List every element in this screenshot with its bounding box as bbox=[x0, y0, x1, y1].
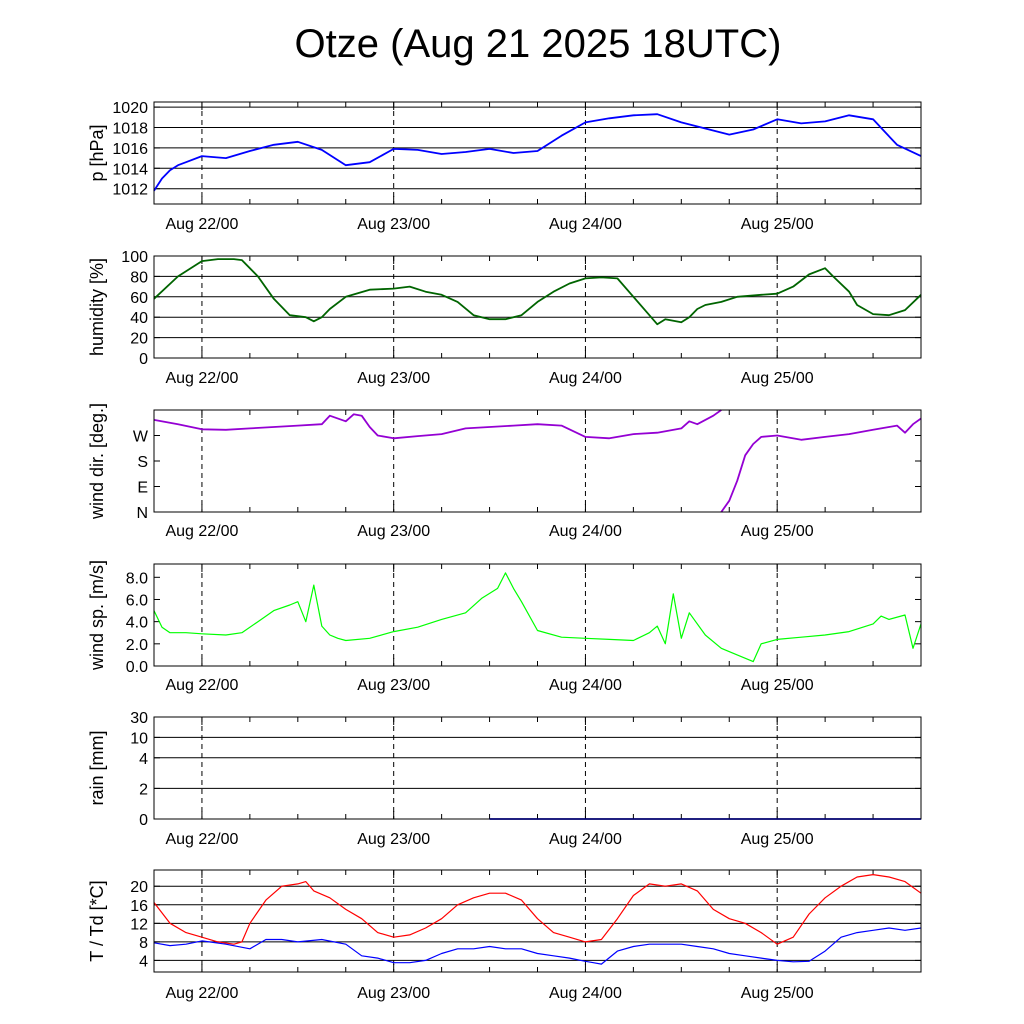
y-tick-label: 40 bbox=[130, 310, 148, 327]
x-tick-label: Aug 23/00 bbox=[357, 985, 430, 1002]
y-tick-label: 100 bbox=[121, 249, 148, 266]
x-tick-label: Aug 24/00 bbox=[549, 523, 622, 540]
y-axis-label: T / Td [*C] bbox=[87, 880, 107, 961]
y-tick-label: 12 bbox=[130, 916, 148, 933]
y-tick-label: 2.0 bbox=[126, 637, 148, 654]
x-tick-label: Aug 25/00 bbox=[741, 831, 814, 848]
panel-wind_speed: 0.0 2.0 4.0 6.0 8.0 wind sp. [m/s] Aug 22/00 Au… bbox=[87, 560, 922, 694]
y-axis-label: p [hPa] bbox=[87, 124, 107, 181]
x-tick-label: Aug 25/00 bbox=[741, 216, 814, 233]
x-tick-label: Aug 22/00 bbox=[165, 216, 238, 233]
y-tick-label: 20 bbox=[130, 331, 148, 348]
y-tick-label: 4.0 bbox=[126, 615, 148, 632]
panel-humidity: 0 20 40 60 80 100 humidity [%] Aug 22/00 Aug 23/… bbox=[87, 249, 922, 387]
x-tick-label: Aug 23/00 bbox=[357, 831, 430, 848]
x-tick-label: Aug 25/00 bbox=[741, 677, 814, 694]
y-tick-label: W bbox=[133, 429, 149, 446]
plot-frame bbox=[153, 716, 922, 820]
x-tick-label: Aug 23/00 bbox=[357, 216, 430, 233]
x-tick-label: Aug 22/00 bbox=[165, 370, 238, 387]
y-tick-label: 1018 bbox=[112, 121, 148, 138]
y-tick-label: 10 bbox=[130, 730, 148, 747]
chart-title: Otze (Aug 21 2025 18UTC) bbox=[294, 22, 782, 66]
y-tick-label: 1014 bbox=[112, 161, 148, 178]
series-line-wind_dir_a bbox=[153, 409, 722, 440]
x-tick-label: Aug 25/00 bbox=[741, 985, 814, 1002]
plot-frame bbox=[153, 563, 922, 667]
x-tick-label: Aug 22/00 bbox=[165, 831, 238, 848]
y-tick-label: 16 bbox=[130, 898, 148, 915]
y-axis-label: rain [mm] bbox=[87, 730, 107, 805]
y-tick-label: 4 bbox=[139, 751, 148, 768]
x-tick-label: Aug 24/00 bbox=[549, 677, 622, 694]
y-tick-label: 0.0 bbox=[126, 659, 148, 676]
y-tick-label: 8 bbox=[139, 935, 148, 952]
x-tick-label: Aug 23/00 bbox=[357, 370, 430, 387]
x-tick-label: Aug 22/00 bbox=[165, 985, 238, 1002]
x-tick-label: Aug 24/00 bbox=[549, 216, 622, 233]
plot-frame bbox=[153, 255, 922, 359]
x-tick-label: Aug 23/00 bbox=[357, 677, 430, 694]
y-tick-label: 80 bbox=[130, 269, 148, 286]
y-tick-label: 6.0 bbox=[126, 592, 148, 609]
x-tick-label: Aug 25/00 bbox=[741, 370, 814, 387]
series-line-wind_speed bbox=[153, 572, 922, 663]
panel-pressure: 1012 1014 1016 1018 1020 p [hPa] Aug 22/00 Aug … bbox=[87, 100, 922, 233]
y-tick-label: 2 bbox=[139, 781, 148, 798]
y-tick-label: 20 bbox=[130, 879, 148, 896]
y-tick-label: 1012 bbox=[112, 182, 148, 199]
y-tick-label: 30 bbox=[130, 710, 148, 727]
y-axis-label: wind sp. [m/s] bbox=[87, 560, 107, 671]
plot-frame bbox=[153, 869, 922, 973]
x-tick-label: Aug 22/00 bbox=[165, 677, 238, 694]
x-tick-label: Aug 24/00 bbox=[549, 985, 622, 1002]
y-tick-label: S bbox=[137, 454, 148, 471]
series-line-T bbox=[153, 873, 922, 945]
y-tick-label: N bbox=[136, 505, 148, 522]
y-tick-label: 1020 bbox=[112, 100, 148, 117]
plot-frame bbox=[153, 409, 922, 513]
x-tick-label: Aug 22/00 bbox=[165, 523, 238, 540]
y-tick-label: 0 bbox=[139, 351, 148, 368]
x-tick-label: Aug 23/00 bbox=[357, 523, 430, 540]
x-tick-label: Aug 24/00 bbox=[549, 831, 622, 848]
y-tick-label: 60 bbox=[130, 290, 148, 307]
panel-rain: 0 2 4 10 30 rain [mm] Aug 22/00 Aug 23/00 Aug 24… bbox=[87, 710, 922, 848]
y-tick-label: 0 bbox=[139, 812, 148, 829]
series-line-p bbox=[153, 113, 922, 192]
x-tick-label: Aug 24/00 bbox=[549, 370, 622, 387]
y-axis-label: humidity [%] bbox=[87, 258, 107, 356]
y-tick-label: 1016 bbox=[112, 141, 148, 158]
series-line-Td bbox=[153, 927, 922, 965]
series-line-wind_dir_b bbox=[720, 417, 922, 513]
y-tick-label: 4 bbox=[139, 953, 148, 970]
x-tick-label: Aug 25/00 bbox=[741, 523, 814, 540]
series-line-humidity bbox=[153, 258, 922, 326]
y-tick-label: 8.0 bbox=[126, 570, 148, 587]
y-axis-label: wind dir. [deg.] bbox=[87, 403, 107, 520]
y-tick-label: E bbox=[137, 480, 148, 497]
plot-frame bbox=[153, 101, 922, 205]
